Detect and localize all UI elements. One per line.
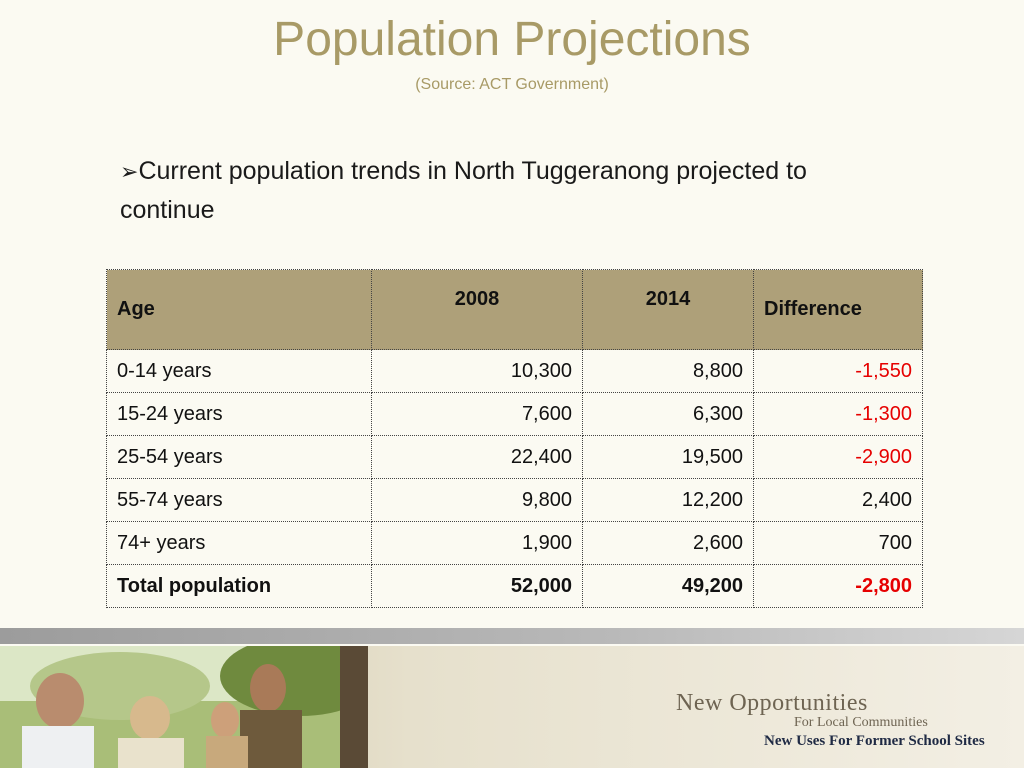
header-2008: 2008 [371, 269, 583, 350]
cell-difference: 2,400 [753, 478, 923, 522]
people-outdoors-photo [0, 646, 368, 768]
table-row: 15-24 years 7,600 6,300 -1,300 [106, 392, 923, 436]
arrow-bullet-icon: ➢ [120, 159, 139, 184]
cell-2014: 2,600 [582, 521, 754, 565]
table-row: 25-54 years 22,400 19,500 -2,900 [106, 435, 923, 479]
cell-age: 55-74 years [106, 478, 372, 522]
table-header-row: Age 2008 2014 Difference [106, 269, 923, 350]
cell-2008: 7,600 [371, 392, 583, 436]
cell-age: Total population [106, 564, 372, 608]
logo-tagline: New Uses For Former School Sites [764, 733, 985, 749]
cell-difference: -1,300 [753, 392, 923, 436]
cell-2014: 49,200 [582, 564, 754, 608]
footer-banner: New Opportunities For Local Communities … [0, 646, 1024, 768]
cell-age: 25-54 years [106, 435, 372, 479]
table-row: 0-14 years 10,300 8,800 -1,550 [106, 349, 923, 393]
cell-2014: 19,500 [582, 435, 754, 479]
table-row: 74+ years 1,900 2,600 700 [106, 521, 923, 565]
table-row: 55-74 years 9,800 12,200 2,400 [106, 478, 923, 522]
cell-2014: 12,200 [582, 478, 754, 522]
cell-2008: 22,400 [371, 435, 583, 479]
cell-2008: 52,000 [371, 564, 583, 608]
cell-2008: 1,900 [371, 521, 583, 565]
cell-difference: -2,800 [753, 564, 923, 608]
slide-title: Population Projections [273, 13, 751, 66]
bullet-point: ➢Current population trends in North Tugg… [120, 152, 840, 229]
logo-title: New Opportunities [676, 690, 868, 716]
cell-2008: 10,300 [371, 349, 583, 393]
cell-difference: -2,900 [753, 435, 923, 479]
header-2014: 2014 [582, 269, 754, 350]
cell-age: 0-14 years [106, 349, 372, 393]
header-age: Age [106, 269, 372, 350]
cell-age: 74+ years [106, 521, 372, 565]
cell-2014: 6,300 [582, 392, 754, 436]
population-table: Age 2008 2014 Difference 0-14 years 10,3… [106, 269, 923, 608]
bullet-text: Current population trends in North Tugge… [120, 157, 807, 224]
cell-2014: 8,800 [582, 349, 754, 393]
cell-2008: 9,800 [371, 478, 583, 522]
table-total-row: Total population 52,000 49,200 -2,800 [106, 564, 923, 608]
cell-age: 15-24 years [106, 392, 372, 436]
cell-difference: -1,550 [753, 349, 923, 393]
slide-subtitle: (Source: ACT Government) [415, 76, 609, 93]
cell-difference: 700 [753, 521, 923, 565]
header-difference: Difference [753, 269, 923, 350]
logo-subtitle: For Local Communities [794, 715, 928, 730]
new-opportunities-logo: New Opportunities For Local Communities … [676, 690, 985, 750]
footer-divider-band [0, 628, 1024, 644]
